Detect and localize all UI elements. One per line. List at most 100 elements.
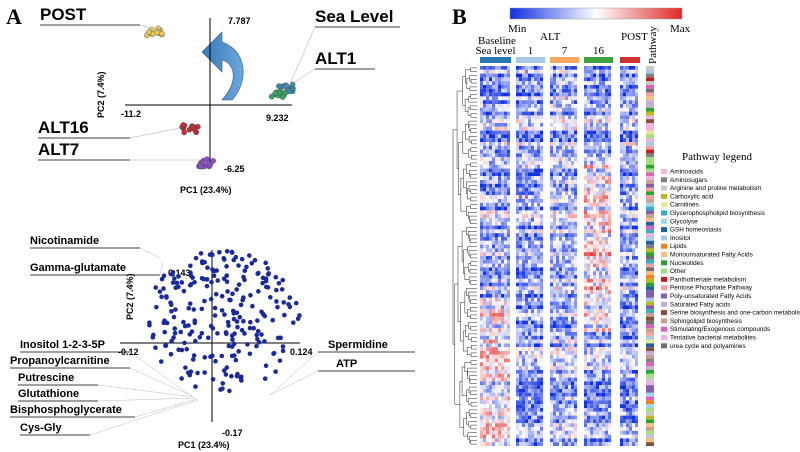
heatmap-cell bbox=[620, 207, 623, 211]
heatmap-cell bbox=[635, 431, 638, 435]
heatmap-cell bbox=[626, 374, 629, 378]
heatmap-cell bbox=[516, 260, 519, 264]
heatmap-cell bbox=[519, 165, 522, 169]
heatmap-cell bbox=[525, 66, 528, 70]
heatmap-cell bbox=[489, 248, 492, 252]
heatmap-cell bbox=[565, 157, 568, 161]
heatmap-cell bbox=[489, 264, 492, 268]
heatmap-cell bbox=[528, 389, 531, 393]
heatmap-cell bbox=[626, 305, 629, 309]
heatmap-cell bbox=[593, 374, 596, 378]
heatmap-cell bbox=[571, 359, 574, 363]
heatmap-cell bbox=[608, 229, 611, 233]
heatmap-cell bbox=[574, 271, 577, 275]
heatmap-cell bbox=[550, 260, 553, 264]
heatmap-cell bbox=[522, 248, 525, 252]
heatmap-cell bbox=[632, 104, 635, 108]
heatmap-cell bbox=[501, 131, 504, 135]
heatmap-cell bbox=[516, 438, 519, 442]
heatmap-cell bbox=[516, 416, 519, 420]
loading-point bbox=[151, 335, 156, 340]
heatmap-cell bbox=[590, 199, 593, 203]
variable-label: Nicotinamide bbox=[30, 235, 99, 247]
heatmap-cell bbox=[608, 104, 611, 108]
heatmap-cell bbox=[632, 70, 635, 74]
variable-label: Spermidine bbox=[328, 339, 388, 351]
heatmap-cell bbox=[540, 153, 543, 157]
heatmap-cell bbox=[568, 150, 571, 154]
heatmap-cell bbox=[528, 313, 531, 317]
heatmap-cell bbox=[495, 207, 498, 211]
heatmap-cell bbox=[632, 138, 635, 142]
heatmap-cell bbox=[550, 340, 553, 344]
heatmap-cell bbox=[556, 374, 559, 378]
heatmap-cell bbox=[501, 248, 504, 252]
heatmap-cell bbox=[498, 157, 501, 161]
heatmap-cell bbox=[522, 427, 525, 431]
heatmap-cell bbox=[534, 374, 537, 378]
heatmap-cell bbox=[590, 416, 593, 420]
heatmap-cell bbox=[629, 385, 632, 389]
heatmap-cell bbox=[504, 393, 507, 397]
heatmap-cell bbox=[587, 294, 590, 298]
heatmap-cell bbox=[556, 172, 559, 176]
heatmap-cell bbox=[635, 237, 638, 241]
heatmap-cell bbox=[562, 237, 565, 241]
heatmap-cell bbox=[602, 96, 605, 100]
heatmap-cell bbox=[632, 309, 635, 313]
heatmap-cell bbox=[480, 252, 483, 256]
heatmap-cell bbox=[507, 214, 510, 218]
heatmap-cell bbox=[587, 435, 590, 439]
heatmap-cell bbox=[504, 134, 507, 138]
heatmap-cell bbox=[522, 404, 525, 408]
heatmap-cell bbox=[574, 435, 577, 439]
heatmap-cell bbox=[632, 313, 635, 317]
heatmap-cell bbox=[571, 351, 574, 355]
heatmap-cell bbox=[528, 393, 531, 397]
heatmap-cell bbox=[556, 119, 559, 123]
heatmap-cell bbox=[537, 74, 540, 78]
heatmap-cell bbox=[565, 290, 568, 294]
heatmap-cell bbox=[590, 340, 593, 344]
heatmap-cell bbox=[525, 210, 528, 214]
heatmap-cell bbox=[584, 229, 587, 233]
heatmap-cell bbox=[568, 108, 571, 112]
heatmap-cell bbox=[605, 355, 608, 359]
heatmap-cell bbox=[489, 423, 492, 427]
heatmap-cell bbox=[525, 226, 528, 230]
heatmap-cell bbox=[599, 153, 602, 157]
heatmap-cell bbox=[602, 203, 605, 207]
heatmap-cell bbox=[602, 438, 605, 442]
heatmap-cell bbox=[565, 195, 568, 199]
heatmap-cell bbox=[565, 150, 568, 154]
heatmap-cell bbox=[559, 419, 562, 423]
heatmap-cell bbox=[626, 275, 629, 279]
heatmap-cell bbox=[574, 378, 577, 382]
heatmap-cell bbox=[489, 347, 492, 351]
heatmap-cell bbox=[534, 400, 537, 404]
heatmap-cell bbox=[534, 161, 537, 165]
heatmap-cell bbox=[486, 203, 489, 207]
heatmap-cell bbox=[620, 157, 623, 161]
heatmap-cell bbox=[540, 188, 543, 192]
heatmap-cell bbox=[587, 233, 590, 237]
heatmap-cell bbox=[528, 374, 531, 378]
heatmap-cell bbox=[550, 195, 553, 199]
heatmap-cell bbox=[584, 309, 587, 313]
heatmap-cell bbox=[556, 214, 559, 218]
heatmap-cell bbox=[537, 290, 540, 294]
heatmap-cell bbox=[537, 100, 540, 104]
heatmap-cell bbox=[584, 283, 587, 287]
heatmap-cell bbox=[568, 294, 571, 298]
heatmap-cell bbox=[501, 176, 504, 180]
heatmap-cell bbox=[635, 267, 638, 271]
heatmap-cell bbox=[574, 423, 577, 427]
heatmap-cell bbox=[608, 256, 611, 260]
loading-point bbox=[233, 255, 238, 260]
heatmap-cell bbox=[568, 157, 571, 161]
heatmap-cell bbox=[584, 77, 587, 81]
heatmap-cell bbox=[489, 290, 492, 294]
heatmap-cell bbox=[599, 146, 602, 150]
heatmap-cell bbox=[593, 188, 596, 192]
heatmap-cell bbox=[492, 184, 495, 188]
